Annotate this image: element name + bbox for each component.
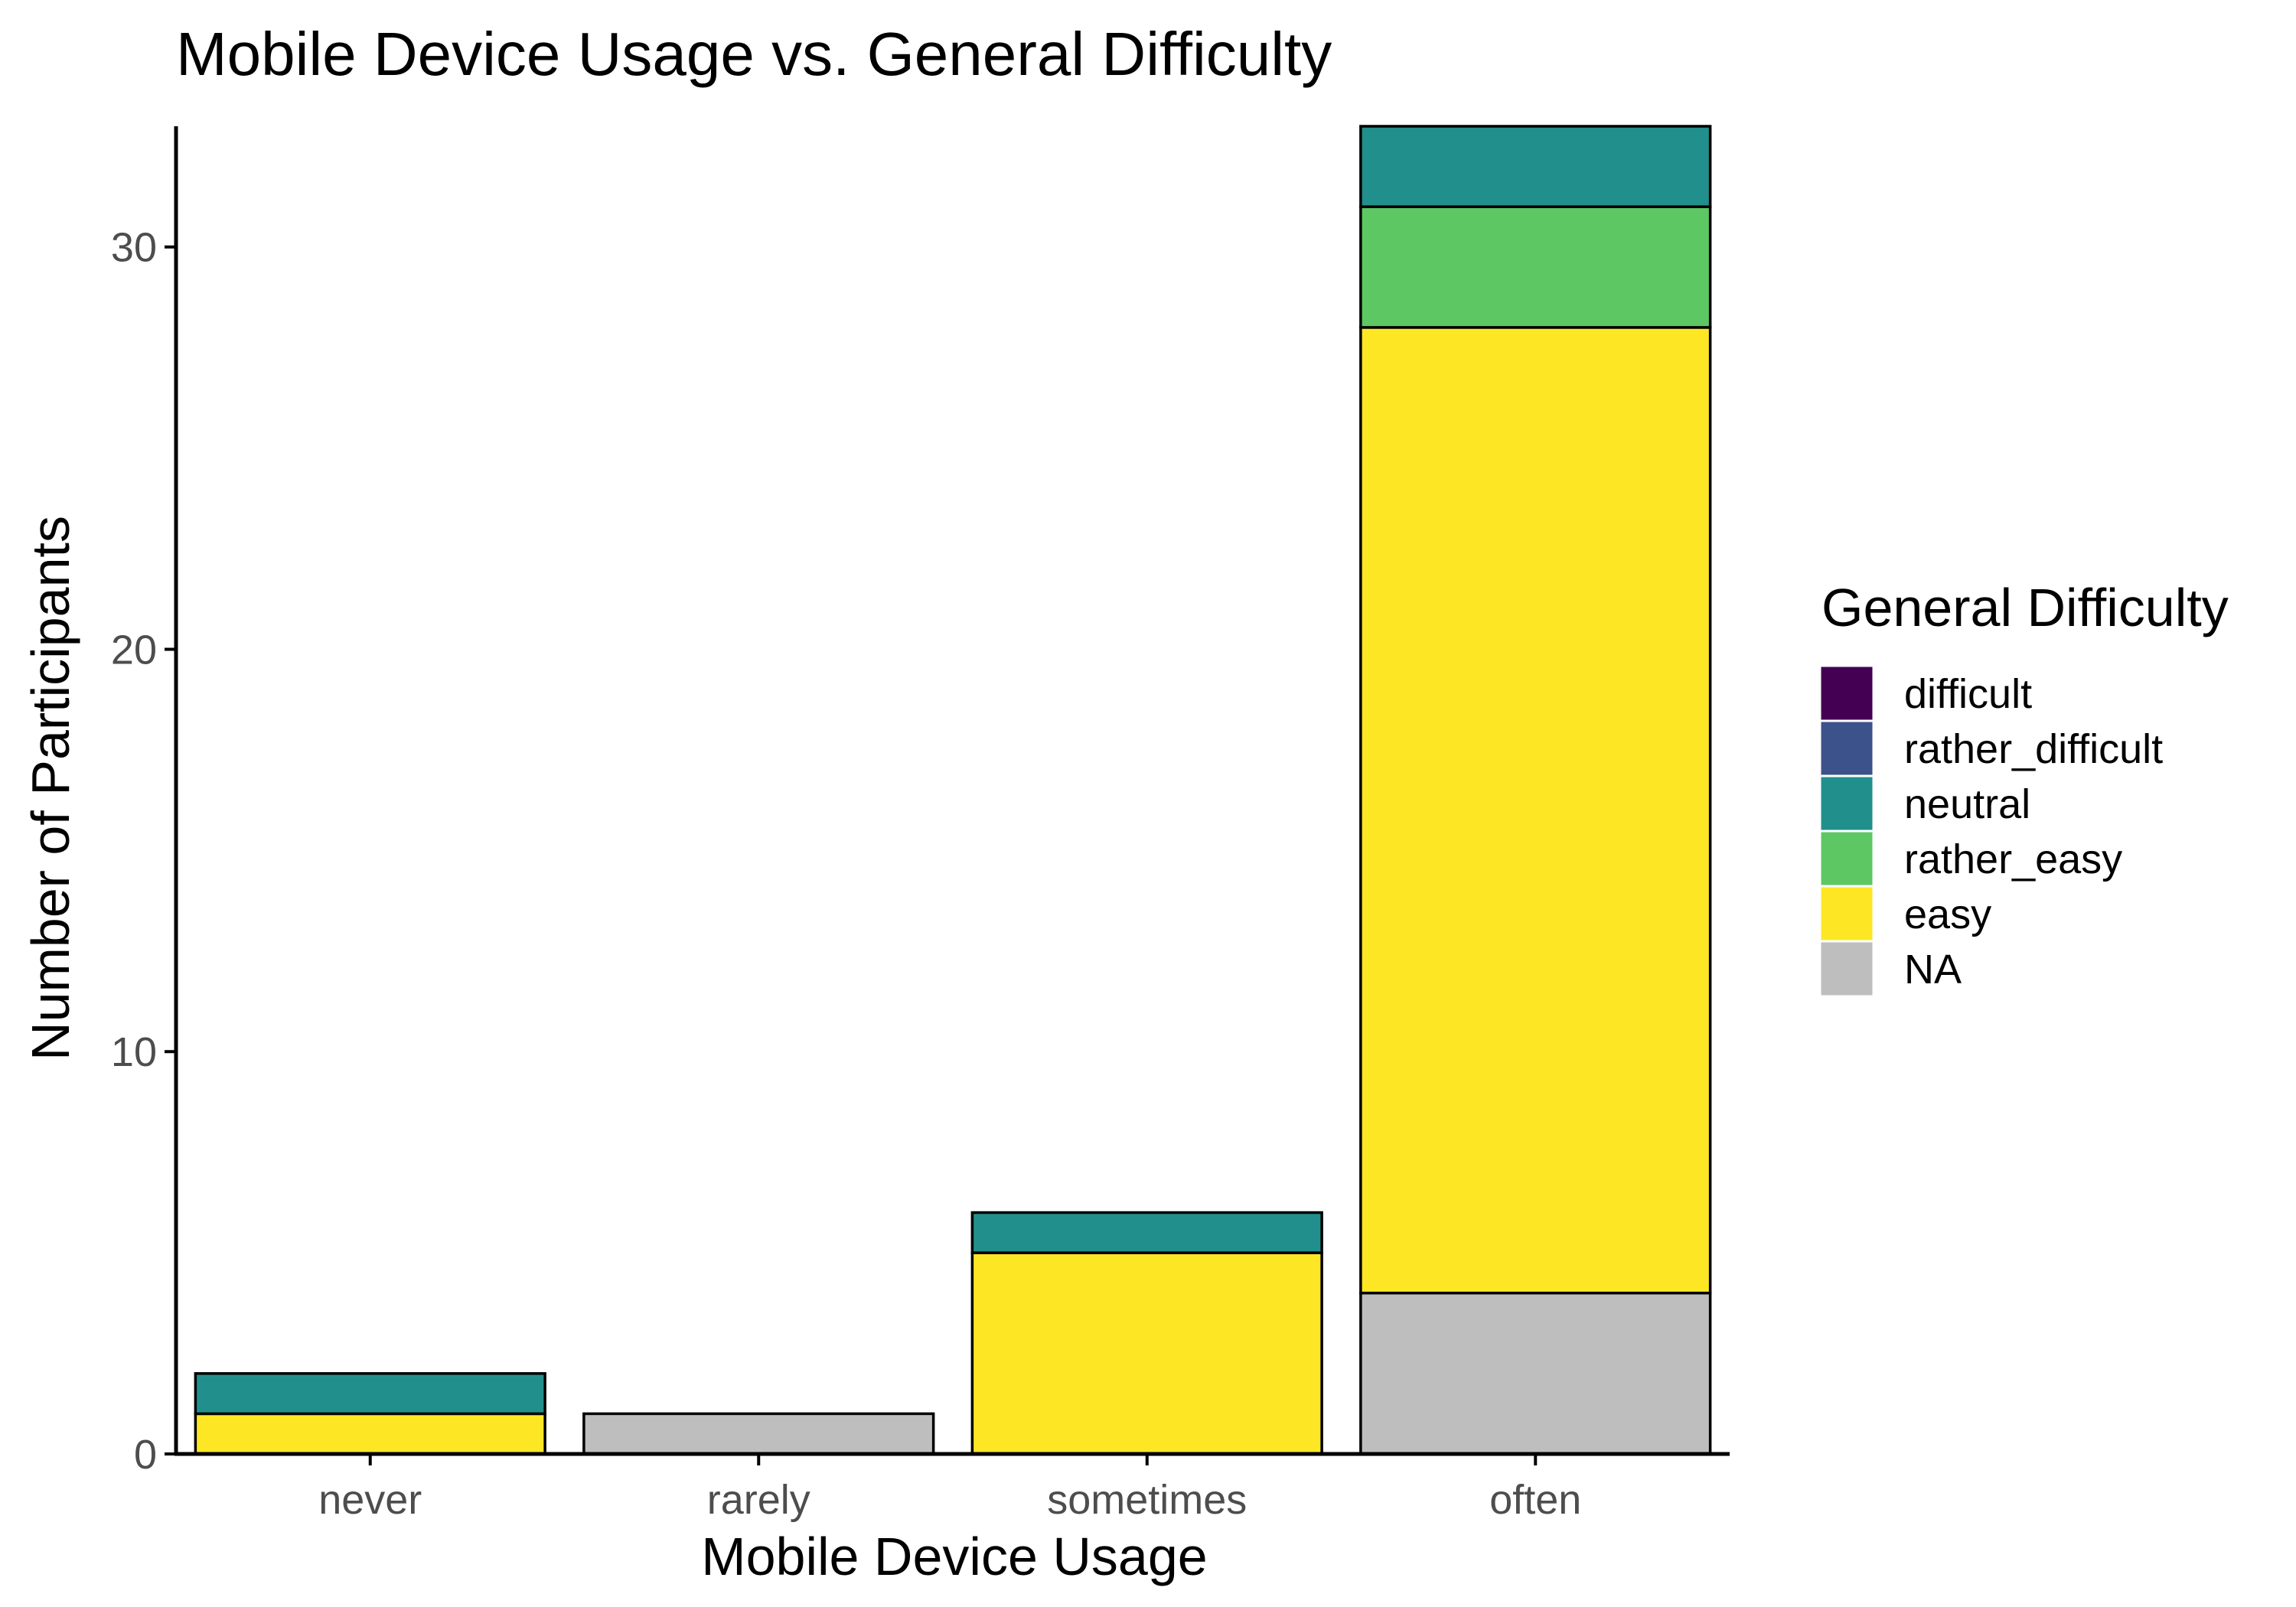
legend-key-easy bbox=[1818, 885, 1875, 943]
x-tick-label-often: often bbox=[1489, 1477, 1581, 1523]
chart-title: Mobile Device Usage vs. General Difficul… bbox=[176, 20, 1332, 88]
y-axis-title: Number of Participants bbox=[21, 516, 80, 1061]
bar-sometimes-neutral bbox=[970, 1211, 1323, 1254]
legend: General Difficulty difficult rather_diffi… bbox=[1818, 578, 2229, 998]
bar-never-easy bbox=[194, 1412, 546, 1455]
y-tick-label-20: 20 bbox=[111, 627, 157, 673]
legend-label-difficult: difficult bbox=[1904, 671, 2032, 717]
legend-label-rather_difficult: rather_difficult bbox=[1904, 726, 2163, 772]
legend-key-difficult bbox=[1818, 664, 1875, 722]
bar-often-neutral bbox=[1359, 125, 1712, 208]
x-tick-label-never: never bbox=[318, 1477, 422, 1523]
bars-layer bbox=[194, 125, 1712, 1455]
bar-often-rather_easy bbox=[1359, 205, 1712, 329]
bar-often-easy bbox=[1359, 326, 1712, 1295]
bar-often-NA bbox=[1359, 1291, 1712, 1455]
legend-label-rather_easy: rather_easy bbox=[1904, 836, 2122, 882]
axes-layer: 0 10 20 30 never rarely sometimes often bbox=[111, 126, 1730, 1523]
legend-key-neutral bbox=[1818, 774, 1875, 833]
bar-rarely-NA bbox=[582, 1412, 935, 1455]
x-axis-title: Mobile Device Usage bbox=[701, 1527, 1207, 1586]
legend-label-easy: easy bbox=[1904, 892, 1991, 937]
legend-key-rather_difficult bbox=[1818, 719, 1875, 777]
y-tick-label-30: 30 bbox=[111, 225, 157, 271]
bar-sometimes-easy bbox=[970, 1251, 1323, 1455]
bar-never-neutral bbox=[194, 1372, 546, 1416]
y-tick-label-10: 10 bbox=[111, 1029, 157, 1075]
legend-title: General Difficulty bbox=[1821, 578, 2229, 637]
x-tick-label-sometimes: sometimes bbox=[1047, 1477, 1247, 1523]
legend-label-NA: NA bbox=[1904, 947, 1962, 993]
y-tick-label-0: 0 bbox=[134, 1432, 157, 1478]
legend-key-rather_easy bbox=[1818, 830, 1875, 888]
legend-key-NA bbox=[1818, 940, 1875, 998]
legend-label-neutral: neutral bbox=[1904, 781, 2030, 827]
x-tick-label-rarely: rarely bbox=[707, 1477, 810, 1523]
